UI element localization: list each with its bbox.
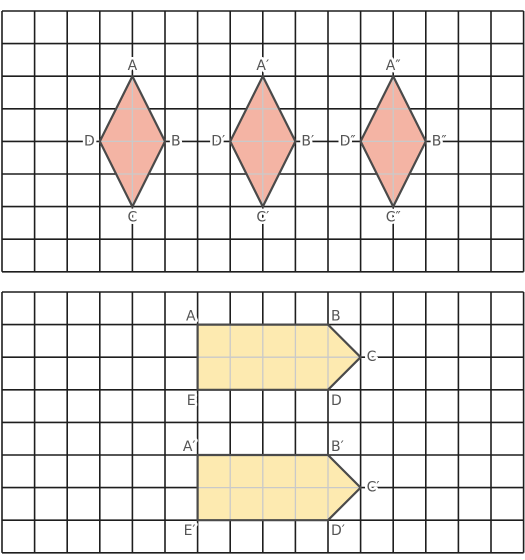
vertex-label: A [186,309,196,325]
vertex-label: D [331,393,342,409]
vertex-label: D′ [211,133,225,149]
vertex-label: D″ [340,133,356,149]
vertex-label: C″ [386,210,401,226]
pentagon-prime-inner-grid [197,455,361,521]
rhombus-panel: A B C D A′ B′ C′ D′ A″ B″ C″ D″ [1,10,525,273]
vertex-label: A′ [256,58,269,74]
rhombus-double-prime-outline [359,75,427,208]
vertex-label: A″ [386,58,401,74]
vertex-label: C [367,349,377,365]
vertex-label: C′ [367,480,380,496]
rhombus-prime-outline [229,75,297,208]
vertex-label: E′ [184,523,196,539]
pentagon-original: A B C D E [184,306,380,411]
rhombus-original-outline [98,75,167,208]
vertex-label: E [187,393,196,409]
vertex-label: A′ [183,439,196,455]
pentagon-prime-outline [196,453,362,522]
pentagon-panel: A B C D E A′ B′ C′ D′ E′ [1,291,525,554]
vertex-label: D [84,133,95,149]
vertex-label: B [331,309,341,325]
rhombus-double-prime: A″ B″ C″ D″ [337,56,449,228]
vertex-label: B′ [301,133,314,149]
rhombus-double-prime-inner-grid [360,76,426,207]
pentagon-original-inner-grid [197,324,361,390]
vertex-label: C [128,210,138,226]
rhombus-original-inner-grid [99,76,165,207]
vertex-label: C′ [256,210,269,226]
vertex-label: A [128,58,138,74]
vertex-label: D′ [331,523,345,539]
pentagon-prime: A′ B′ C′ D′ E′ [180,437,382,542]
pentagon-original-outline [196,323,362,391]
vertex-label: B′ [331,439,344,455]
vertex-label: B″ [432,133,447,149]
vertex-label: B [171,133,181,149]
rhombus-prime-inner-grid [230,76,296,207]
